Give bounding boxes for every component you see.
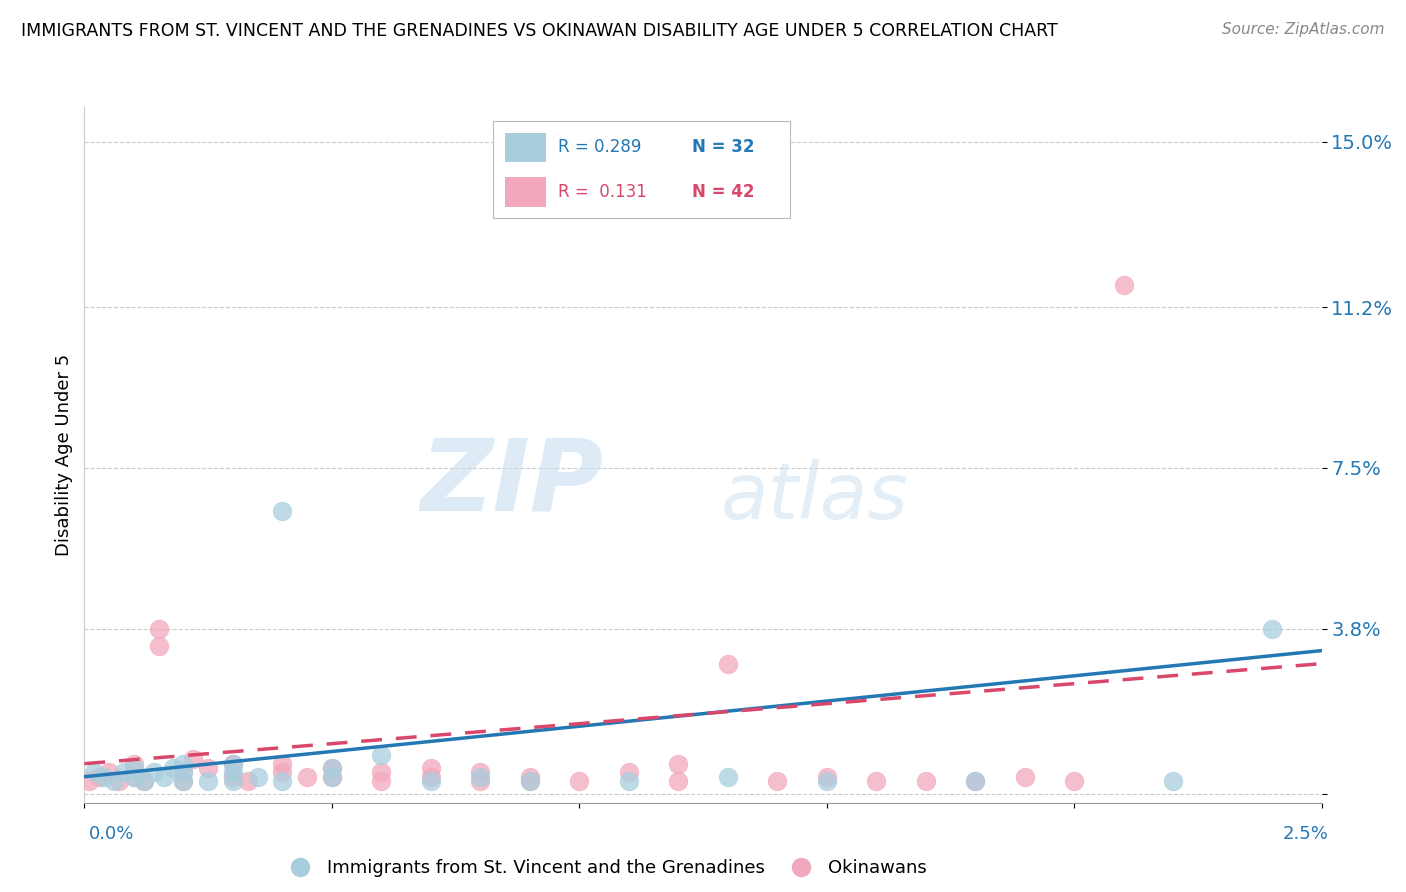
Point	[815, 774, 838, 789]
Text: ZIP: ZIP	[420, 434, 605, 532]
Point	[142, 765, 165, 780]
Point	[197, 774, 219, 789]
Point	[321, 761, 343, 775]
Point	[865, 774, 887, 789]
Point	[666, 756, 689, 771]
Point	[122, 770, 145, 784]
Point	[83, 765, 105, 780]
Point	[103, 774, 125, 789]
Point	[122, 756, 145, 771]
Point	[617, 774, 640, 789]
Point	[717, 770, 740, 784]
Point	[717, 657, 740, 671]
Point	[1161, 774, 1184, 789]
Point	[419, 774, 441, 789]
Point	[617, 765, 640, 780]
Point	[222, 756, 245, 771]
Text: atlas: atlas	[720, 458, 908, 534]
Point	[965, 774, 987, 789]
Point	[172, 765, 194, 780]
Point	[132, 774, 155, 789]
Point	[246, 770, 269, 784]
Point	[568, 774, 591, 789]
Point	[172, 765, 194, 780]
Point	[122, 761, 145, 775]
Point	[181, 752, 204, 766]
Point	[370, 747, 392, 762]
Point	[914, 774, 936, 789]
Point	[108, 774, 131, 789]
Point	[1112, 278, 1135, 293]
Point	[666, 774, 689, 789]
Point	[965, 774, 987, 789]
Point	[321, 770, 343, 784]
Point	[222, 770, 245, 784]
Text: IMMIGRANTS FROM ST. VINCENT AND THE GRENADINES VS OKINAWAN DISABILITY AGE UNDER : IMMIGRANTS FROM ST. VINCENT AND THE GREN…	[21, 22, 1057, 40]
Point	[271, 774, 294, 789]
Point	[1063, 774, 1085, 789]
Point	[172, 774, 194, 789]
Point	[271, 756, 294, 771]
Point	[1261, 622, 1284, 636]
Point	[222, 765, 245, 780]
Text: Source: ZipAtlas.com: Source: ZipAtlas.com	[1222, 22, 1385, 37]
Point	[370, 765, 392, 780]
Point	[152, 770, 174, 784]
Point	[519, 770, 541, 784]
Point	[419, 761, 441, 775]
Point	[519, 774, 541, 789]
Y-axis label: Disability Age Under 5: Disability Age Under 5	[55, 354, 73, 556]
Legend: Immigrants from St. Vincent and the Grenadines, Okinawans: Immigrants from St. Vincent and the Gren…	[274, 852, 934, 884]
Point	[79, 774, 101, 789]
Point	[222, 756, 245, 771]
Text: 0.0%: 0.0%	[89, 825, 134, 843]
Point	[815, 770, 838, 784]
Point	[470, 765, 492, 780]
Point	[271, 765, 294, 780]
Point	[197, 761, 219, 775]
Point	[172, 756, 194, 771]
Point	[122, 770, 145, 784]
Point	[89, 770, 111, 784]
Point	[271, 504, 294, 518]
Point	[419, 770, 441, 784]
Point	[321, 770, 343, 784]
Point	[148, 639, 170, 653]
Point	[222, 774, 245, 789]
Point	[470, 770, 492, 784]
Point	[321, 761, 343, 775]
Point	[172, 774, 194, 789]
Point	[93, 770, 115, 784]
Point	[295, 770, 318, 784]
Point	[370, 774, 392, 789]
Point	[1014, 770, 1036, 784]
Point	[236, 774, 259, 789]
Point	[148, 622, 170, 636]
Point	[98, 765, 121, 780]
Point	[766, 774, 789, 789]
Point	[112, 765, 135, 780]
Point	[162, 761, 184, 775]
Text: 2.5%: 2.5%	[1282, 825, 1329, 843]
Point	[132, 774, 155, 789]
Point	[470, 774, 492, 789]
Point	[519, 774, 541, 789]
